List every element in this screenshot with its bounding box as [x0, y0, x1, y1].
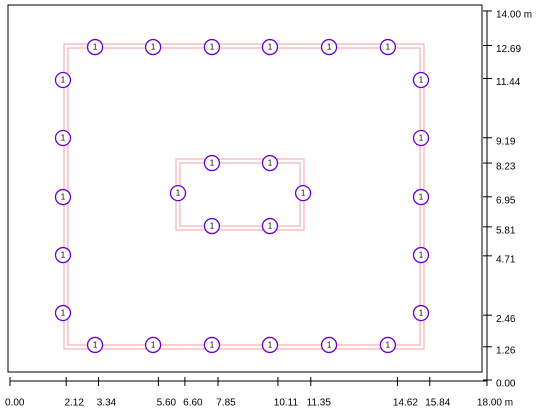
y-tick-label: 14.00 m: [496, 10, 532, 21]
node-marker: [379, 336, 397, 354]
y-tick-label: 6.95: [496, 195, 516, 206]
node-marker: [54, 188, 72, 206]
y-tick-label: 5.81: [496, 225, 516, 236]
node-marker: [169, 184, 187, 202]
node-marker: [54, 304, 72, 322]
node-label: 1: [93, 341, 98, 350]
node-marker: [86, 336, 104, 354]
node-label: 1: [386, 43, 391, 52]
node-marker: [203, 217, 221, 235]
node-marker: [412, 246, 430, 264]
x-tick-label: 10.11: [274, 398, 299, 409]
y-tick-label: 8.23: [496, 162, 516, 173]
x-tick-label: 7.85: [216, 398, 236, 409]
node-marker: [261, 38, 279, 56]
x-tick-label: 0.00: [5, 398, 25, 409]
y-tick-label: 12.69: [496, 44, 521, 55]
node-label: 1: [61, 193, 66, 202]
node-label: 1: [419, 134, 424, 143]
node-label: 1: [327, 341, 332, 350]
node-label: 1: [210, 43, 215, 52]
view-frame: [7, 4, 483, 373]
node-label: 1: [210, 341, 215, 350]
node-label: 1: [327, 43, 332, 52]
node-label: 1: [419, 193, 424, 202]
node-label: 1: [268, 159, 273, 168]
node-label: 1: [268, 43, 273, 52]
x-tick-label: 15.84: [425, 398, 450, 409]
node-marker: [54, 246, 72, 264]
node-marker: [261, 336, 279, 354]
node-marker: [320, 336, 338, 354]
node-label: 1: [210, 222, 215, 231]
y-tick-label: 2.46: [496, 314, 516, 325]
node-marker: [412, 188, 430, 206]
y-tick-label: 9.19: [496, 136, 516, 147]
node-marker: [261, 217, 279, 235]
node-label: 1: [176, 189, 181, 198]
node-label: 1: [61, 251, 66, 260]
y-tick-label: 1.26: [496, 345, 516, 356]
node-label: 1: [93, 43, 98, 52]
x-tick-label: 3.34: [97, 398, 117, 409]
node-label: 1: [151, 341, 156, 350]
node-label: 1: [301, 189, 306, 198]
node-label: 1: [419, 251, 424, 260]
node-marker: [144, 38, 162, 56]
node-label: 1: [61, 309, 66, 318]
node-marker: [379, 38, 397, 56]
node-marker: [203, 154, 221, 172]
x-tick-label: 6.60: [183, 398, 203, 409]
node-marker: [320, 38, 338, 56]
node-marker: [203, 38, 221, 56]
node-label: 1: [268, 222, 273, 231]
node-marker: [86, 38, 104, 56]
y-tick-label: 11.44: [496, 77, 521, 88]
node-marker: [412, 71, 430, 89]
node-label: 1: [151, 43, 156, 52]
y-tick-label: 0.00: [496, 379, 516, 390]
x-tick-label: 18.00 m: [477, 398, 513, 409]
node-marker: [54, 129, 72, 147]
y-tick-label: 4.71: [496, 254, 516, 265]
x-tick-label: 11.35: [307, 398, 332, 409]
node-label: 1: [419, 309, 424, 318]
node-marker: [261, 154, 279, 172]
node-marker: [203, 336, 221, 354]
node-label: 1: [61, 134, 66, 143]
x-tick-label: 2.12: [64, 398, 84, 409]
node-label: 1: [419, 76, 424, 85]
node-label: 1: [61, 76, 66, 85]
x-tick-label: 5.60: [157, 398, 177, 409]
node-marker: [54, 71, 72, 89]
node-label: 1: [386, 341, 391, 350]
x-tick-label: 14.62: [393, 398, 418, 409]
node-label: 1: [268, 341, 273, 350]
node-marker: [412, 129, 430, 147]
node-marker: [412, 304, 430, 322]
node-marker: [144, 336, 162, 354]
node-marker: [294, 184, 312, 202]
node-label: 1: [210, 159, 215, 168]
